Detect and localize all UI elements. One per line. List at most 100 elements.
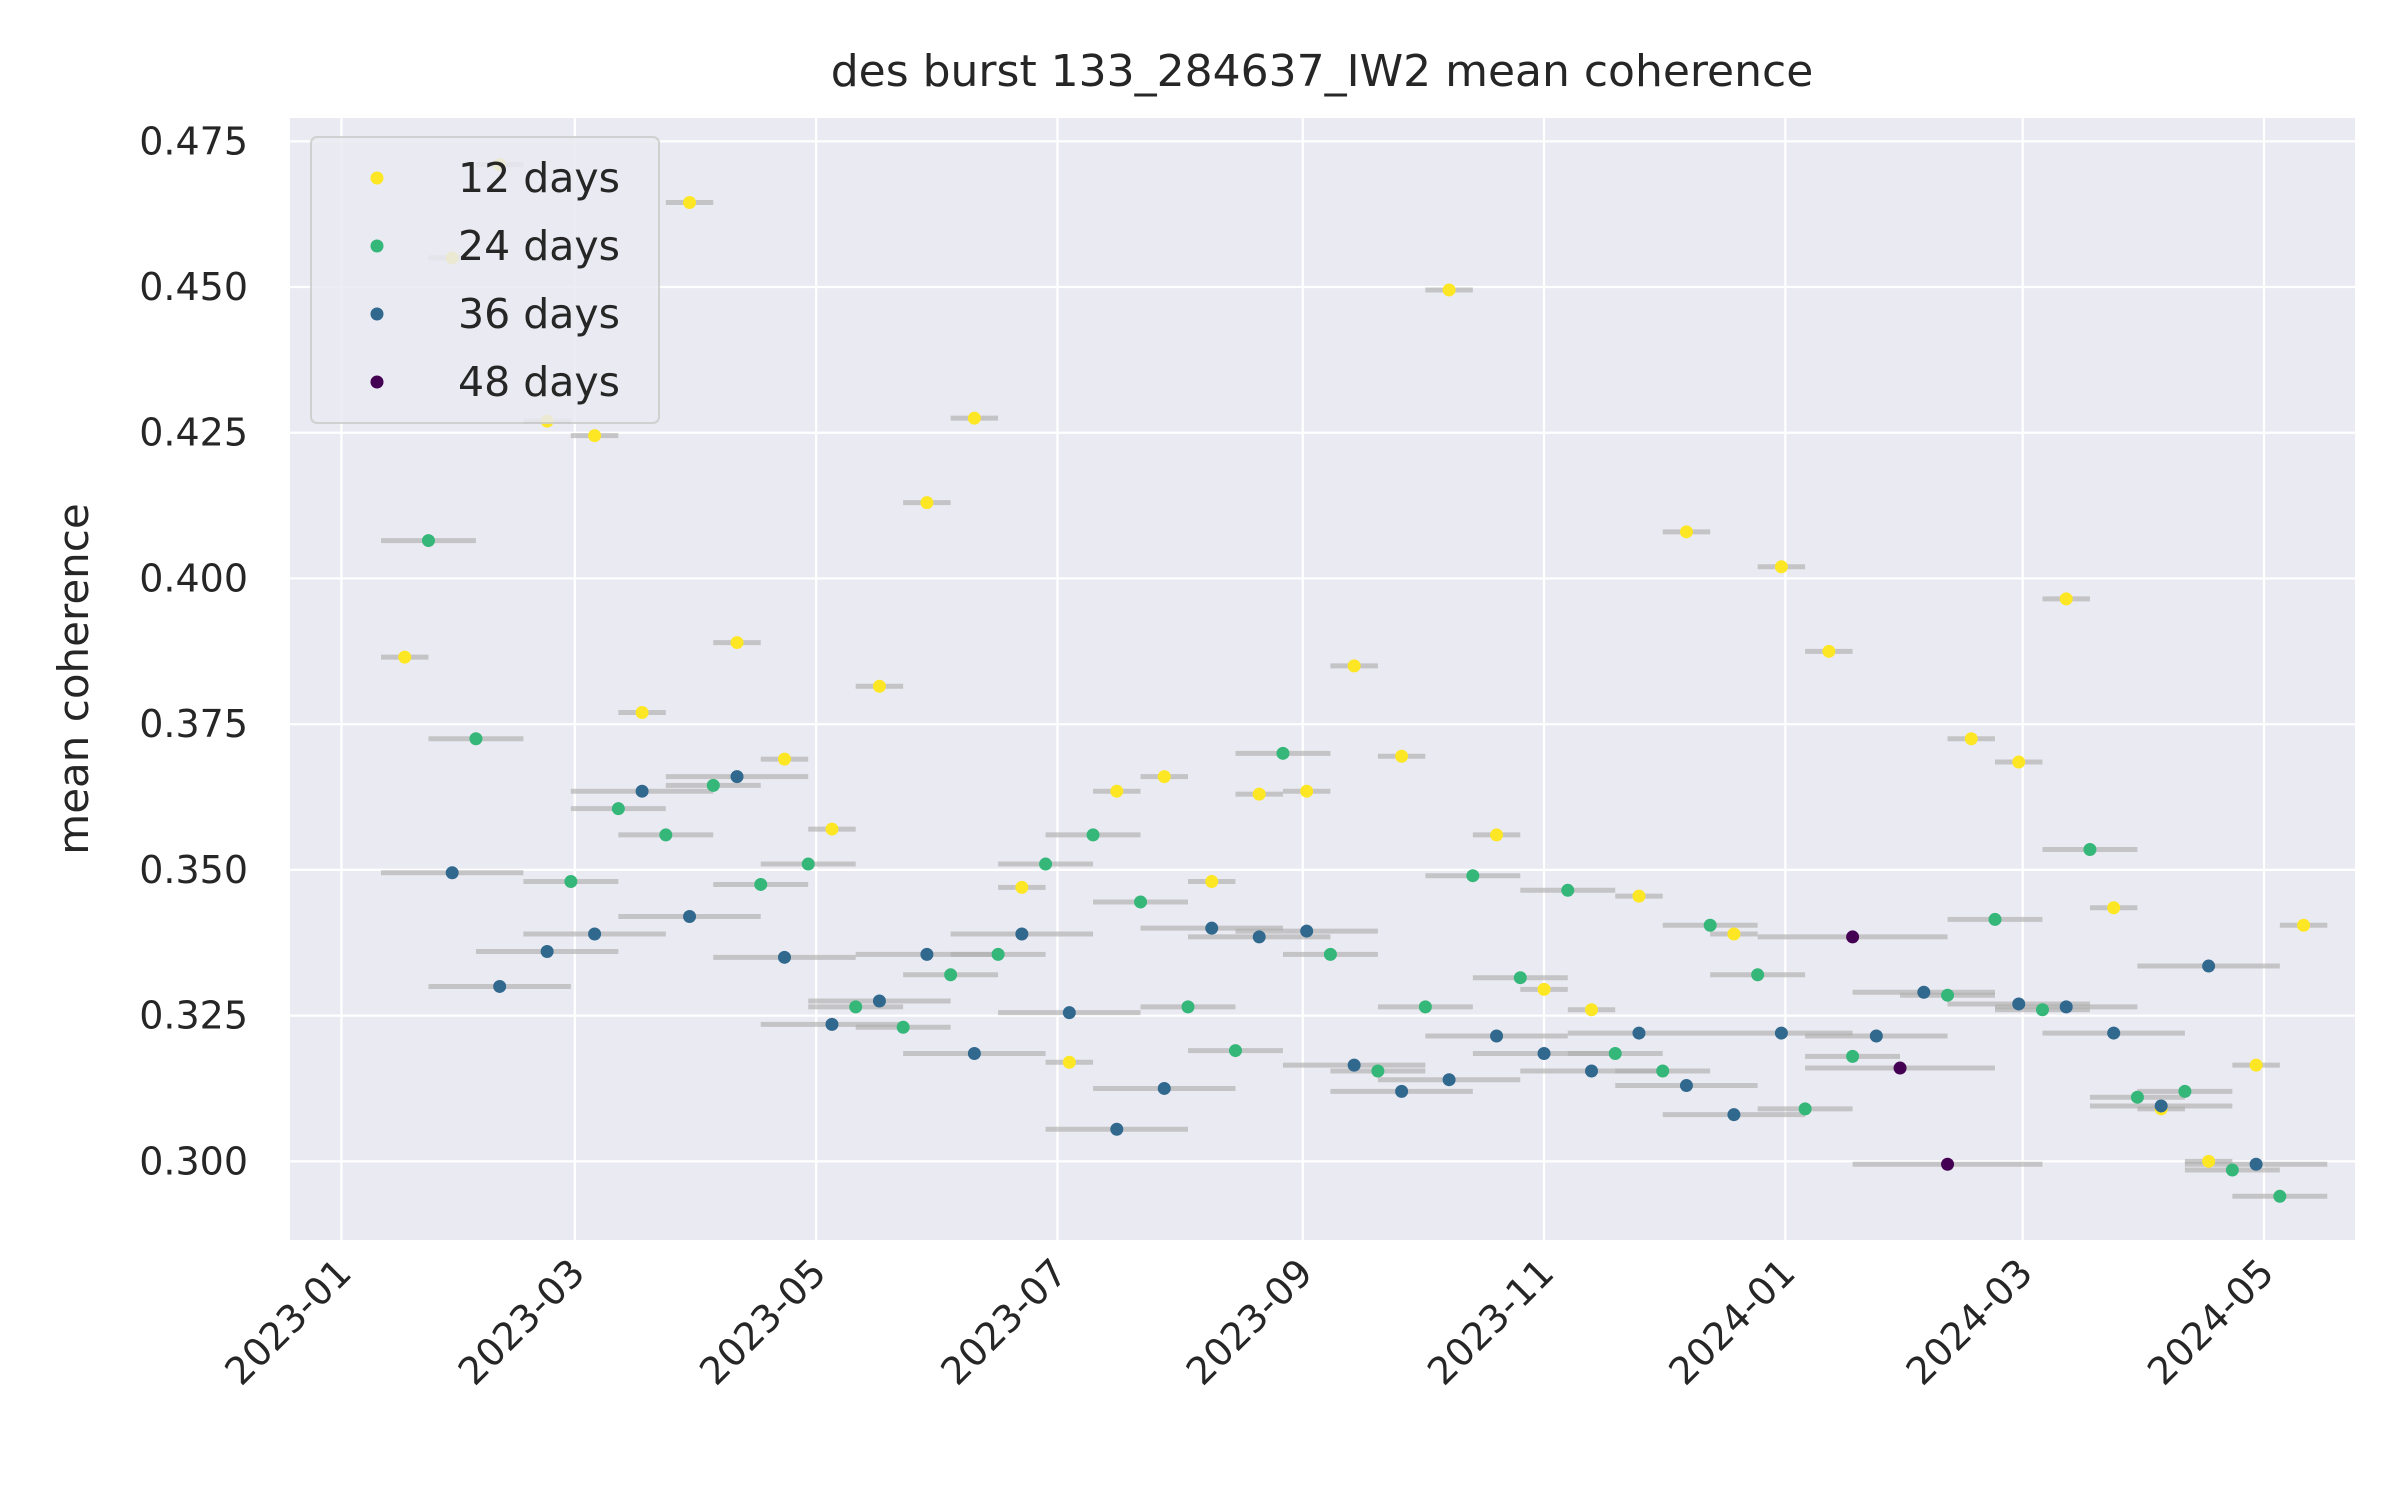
data-point <box>469 732 483 746</box>
data-point <box>2154 1099 2168 1113</box>
data-point <box>1015 880 1029 894</box>
data-point <box>777 752 791 766</box>
data-point <box>1347 1058 1361 1072</box>
legend-label: 36 days <box>458 290 620 338</box>
data-point <box>1751 968 1765 982</box>
x-tick-label: 2023-09 <box>1178 1250 1321 1393</box>
data-point <box>1608 1046 1622 1060</box>
data-point <box>1964 732 1978 746</box>
data-point <box>754 877 768 891</box>
x-tick-label: 2023-03 <box>450 1250 593 1393</box>
data-point <box>635 784 649 798</box>
legend-frame <box>310 136 660 424</box>
grid <box>290 118 2355 1240</box>
data-point <box>2059 1000 2073 1014</box>
data-point <box>1727 927 1741 941</box>
data-point <box>1846 1049 1860 1063</box>
data-point <box>825 1017 839 1031</box>
data-point <box>1703 918 1717 932</box>
x-tick-label: 2023-07 <box>932 1250 1075 1393</box>
data-point <box>421 534 435 548</box>
legend-marker <box>370 171 384 185</box>
data-point <box>920 496 934 510</box>
data-point <box>967 411 981 425</box>
data-point <box>1774 1026 1788 1040</box>
data-point <box>2178 1084 2192 1098</box>
data-point <box>2249 1157 2263 1171</box>
data-point <box>1134 895 1148 909</box>
data-point <box>1632 889 1646 903</box>
data-point <box>1347 659 1361 673</box>
data-point <box>1656 1064 1670 1078</box>
data-point <box>493 979 507 993</box>
data-point <box>1679 1079 1693 1093</box>
data-point <box>967 1046 981 1060</box>
data-point <box>2107 901 2121 915</box>
data-point <box>825 822 839 836</box>
data-point <box>1442 1073 1456 1087</box>
data-point <box>706 778 720 792</box>
y-axis-ticks: 0.300 0.325 0.350 0.375 0.400 0.425 0.450 0.475 <box>139 119 248 1183</box>
legend-marker <box>370 307 384 321</box>
data-point <box>1300 924 1314 938</box>
data-point <box>2249 1058 2263 1072</box>
data-point <box>564 875 578 889</box>
data-point <box>1490 828 1504 842</box>
data-point <box>1418 1000 1432 1014</box>
data-point <box>872 679 886 693</box>
data-point <box>1585 1003 1599 1017</box>
data-point <box>1846 930 1860 944</box>
data-point <box>1086 828 1100 842</box>
data-point <box>1110 1122 1124 1136</box>
data-point <box>2107 1026 2121 1040</box>
data-point <box>1395 749 1409 763</box>
data-point <box>2202 959 2216 973</box>
legend-marker <box>370 239 384 253</box>
y-tick-label: 0.350 <box>139 848 248 892</box>
data-point <box>1252 930 1266 944</box>
data-point <box>1228 1044 1242 1058</box>
data-point <box>611 802 625 816</box>
data-point <box>730 636 744 650</box>
legend-label: 24 days <box>458 222 620 270</box>
data-point <box>1679 525 1693 539</box>
data-point <box>1988 912 2002 926</box>
data-point <box>1110 784 1124 798</box>
data-point <box>1442 283 1456 297</box>
y-axis-label: mean coherence <box>49 503 98 854</box>
data-point <box>588 927 602 941</box>
data-point <box>1561 883 1575 897</box>
y-tick-label: 0.450 <box>139 265 248 309</box>
data-point <box>1276 746 1290 760</box>
data-point <box>683 196 697 210</box>
data-point <box>1252 787 1266 801</box>
legend: 12 days 24 days 36 days 48 days <box>310 136 660 424</box>
legend-marker <box>370 375 384 389</box>
data-point <box>2035 1003 2049 1017</box>
data-point <box>1774 560 1788 574</box>
data-point <box>1941 1157 1955 1171</box>
data-point <box>801 857 815 871</box>
data-point <box>872 994 886 1008</box>
legend-label: 12 days <box>458 154 620 202</box>
data-point <box>1205 875 1219 889</box>
data-point <box>1513 971 1527 985</box>
data-point <box>2130 1090 2144 1104</box>
data-point <box>1537 982 1551 996</box>
data-point <box>1039 857 1053 871</box>
x-tick-label: 2023-05 <box>691 1250 834 1393</box>
y-tick-label: 0.375 <box>139 702 248 746</box>
x-tick-label: 2024-05 <box>2139 1250 2282 1393</box>
data-point <box>1300 784 1314 798</box>
data-point <box>944 968 958 982</box>
data-point <box>1157 1081 1171 1095</box>
data-point <box>1869 1029 1883 1043</box>
data-point <box>2012 755 2026 769</box>
data-point <box>588 429 602 443</box>
data-point <box>1015 927 1029 941</box>
y-tick-label: 0.325 <box>139 994 248 1038</box>
data-point <box>1537 1046 1551 1060</box>
data-point <box>398 650 412 664</box>
data-point <box>1205 921 1219 935</box>
x-tick-label: 2024-01 <box>1660 1250 1803 1393</box>
